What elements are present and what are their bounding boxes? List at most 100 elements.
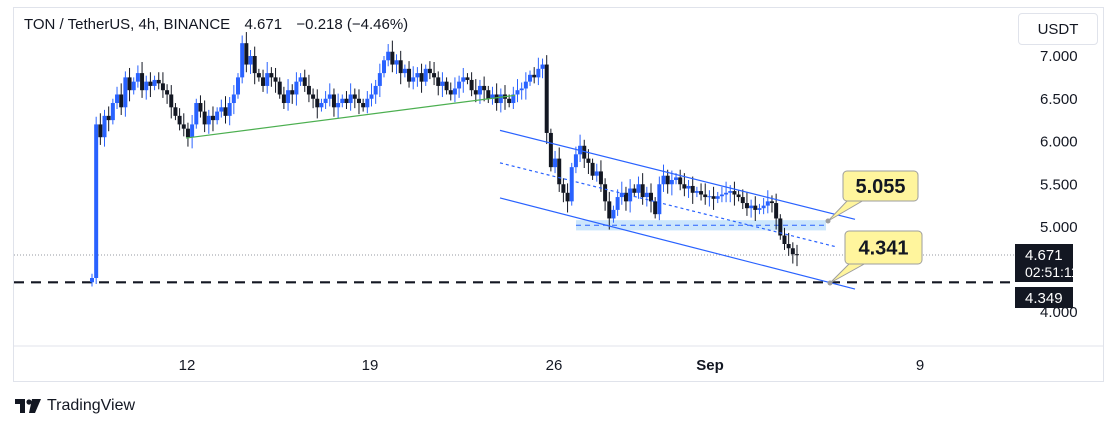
candle	[152, 75, 157, 91]
candle-body	[119, 94, 124, 108]
candle-body	[623, 192, 628, 202]
candle-body	[765, 201, 770, 206]
candle	[744, 191, 749, 216]
candle	[665, 169, 670, 194]
candle	[365, 91, 370, 114]
candle-body	[90, 278, 94, 283]
y-tick-label: 6.500	[1040, 91, 1078, 108]
candle	[123, 71, 128, 117]
candle	[565, 183, 570, 213]
candle	[169, 85, 174, 119]
x-tick-label: 26	[546, 357, 563, 374]
candle	[548, 128, 553, 172]
candle-body	[598, 171, 603, 185]
candle-body	[607, 201, 612, 219]
candle-body	[273, 77, 278, 82]
candle-body	[402, 68, 407, 74]
candle-body	[244, 43, 249, 65]
candle-body	[115, 94, 120, 104]
candle	[732, 181, 737, 206]
candle-body	[582, 145, 587, 159]
candle	[473, 79, 478, 103]
candle	[127, 67, 132, 102]
candle-body	[148, 81, 153, 86]
candle	[281, 86, 286, 110]
candle-body	[494, 94, 499, 104]
candle-body	[198, 103, 203, 112]
candle-body	[732, 191, 737, 195]
candle-body	[590, 162, 595, 176]
candle	[115, 86, 120, 110]
currency-button[interactable]: USDT	[1018, 13, 1098, 45]
candle	[440, 72, 445, 98]
candle-body	[236, 77, 241, 95]
candle-body	[790, 248, 795, 255]
candle	[578, 134, 583, 163]
candle	[286, 79, 291, 111]
candle	[486, 85, 491, 104]
candle-body	[177, 115, 182, 125]
y-tick-label: 4.000	[1040, 304, 1078, 321]
candle	[636, 176, 641, 199]
candle-body	[173, 107, 178, 116]
candle	[423, 64, 428, 86]
chart-header: TON / TetherUS, 4h, BINANCE 4.671 −0.218…	[24, 16, 408, 33]
candle	[273, 67, 278, 93]
candle-body	[110, 103, 115, 121]
candle-body	[302, 77, 307, 86]
candle	[311, 88, 316, 109]
candle	[457, 75, 462, 98]
candle	[498, 88, 503, 113]
candle-body	[477, 85, 482, 95]
candle	[256, 68, 261, 82]
candle-body	[252, 56, 257, 74]
candle-body	[761, 205, 766, 209]
candle	[140, 61, 145, 98]
candle-body	[190, 124, 195, 138]
candle	[640, 173, 645, 205]
candle-body	[344, 98, 349, 104]
candle	[402, 64, 407, 78]
candle-body	[782, 235, 787, 244]
candle-body	[240, 43, 245, 78]
candle	[294, 72, 299, 106]
candle	[724, 181, 729, 203]
chart-frame	[13, 7, 1104, 382]
candle	[177, 108, 182, 131]
candle-body	[327, 94, 332, 99]
candle-body	[469, 79, 474, 91]
candle-body	[206, 115, 211, 125]
candle	[340, 94, 345, 108]
price-callout: 5.055	[825, 170, 919, 224]
brand-name: TradingView	[47, 397, 136, 414]
candle	[219, 99, 224, 118]
candle	[582, 139, 587, 169]
candle-body	[686, 185, 691, 189]
support-price-badge-bg	[1015, 287, 1073, 308]
y-tick-label: 6.000	[1040, 134, 1078, 151]
candle	[452, 77, 457, 103]
candle-body	[586, 158, 591, 163]
candle-body	[457, 81, 462, 89]
candle	[778, 214, 783, 240]
support-price-badge-value: 4.349	[1025, 290, 1063, 307]
candle	[715, 191, 720, 204]
last-price-countdown: 02:51:11	[1025, 264, 1079, 280]
candle	[98, 113, 103, 145]
candle	[573, 146, 578, 174]
candle	[795, 244, 799, 267]
candle	[290, 84, 295, 104]
x-tick-label: 12	[179, 357, 196, 374]
candle	[469, 72, 474, 97]
candle	[148, 72, 153, 98]
candle-body	[553, 158, 558, 168]
candle-body	[657, 184, 662, 215]
candle-body	[210, 115, 215, 121]
candle-body	[382, 60, 387, 74]
candle-body	[348, 94, 353, 104]
ascending-support-line-line	[185, 94, 516, 139]
candle-body	[356, 98, 361, 104]
callout-anchor-dot	[825, 218, 831, 224]
candle	[598, 160, 603, 192]
